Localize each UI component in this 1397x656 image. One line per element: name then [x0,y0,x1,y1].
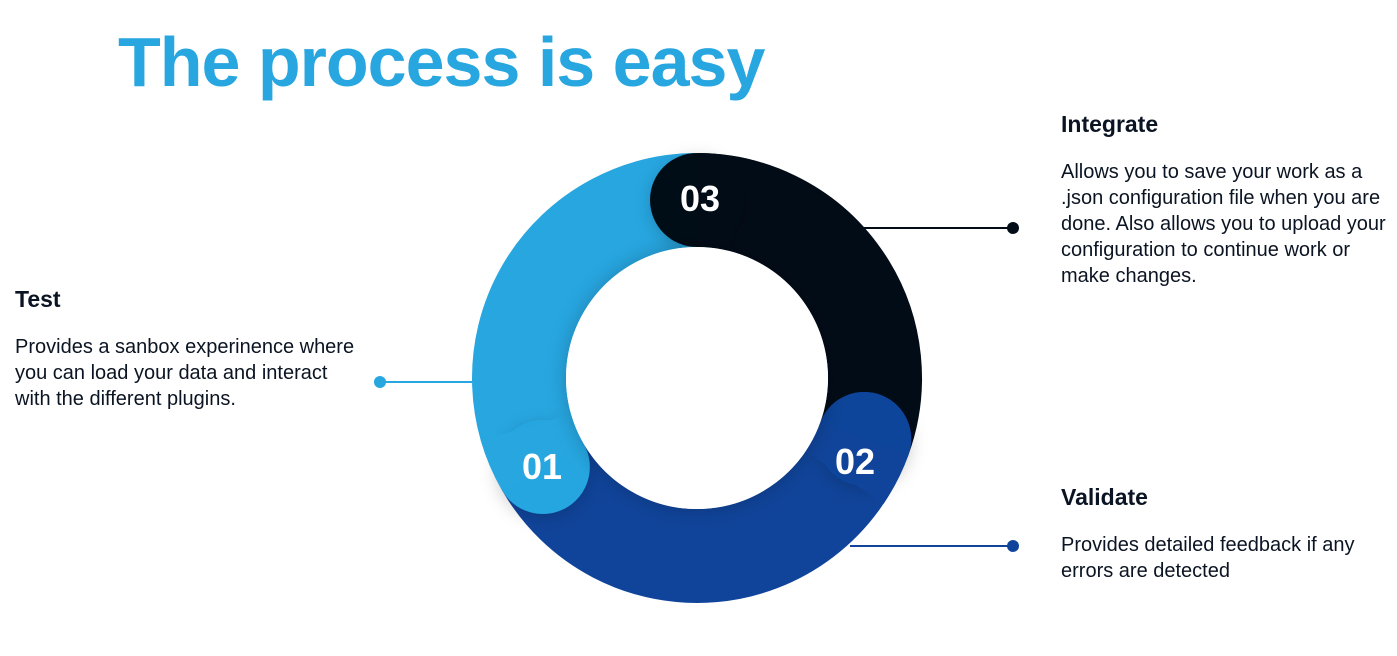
step-number-01: 01 [522,446,562,487]
step-heading-test: Test [15,286,61,312]
ring-segment-01 [472,153,699,491]
ring-segment-02 [502,421,909,603]
step-number-03: 03 [680,178,720,219]
step-description-test: Provides a sanbox experinence where you … [15,336,355,410]
ring-cap-02-fill [804,421,909,504]
step-test: Test Provides a sanbox experinence where… [15,284,360,412]
step-number-02: 02 [835,441,875,482]
step-description-integrate: Allows you to save your work as a .json … [1061,161,1386,287]
step-integrate: Integrate Allows you to save your work a… [1061,109,1391,289]
process-ring [472,153,922,603]
ring-cap-01-fill [480,412,585,491]
ring-cap-03-fill [695,153,752,252]
ring-segment-03 [695,153,922,455]
connector-integrate-dot [1007,222,1019,234]
page-title: The process is easy [118,23,765,101]
step-heading-validate: Validate [1061,484,1148,510]
step-heading-integrate: Integrate [1061,111,1159,137]
ring-center [566,247,828,509]
step-description-validate: Provides detailed feedback if any errors… [1061,534,1355,582]
connector-test-dot [374,376,386,388]
connector-validate-dot [1007,540,1019,552]
step-validate: Validate Provides detailed feedback if a… [1061,482,1391,584]
